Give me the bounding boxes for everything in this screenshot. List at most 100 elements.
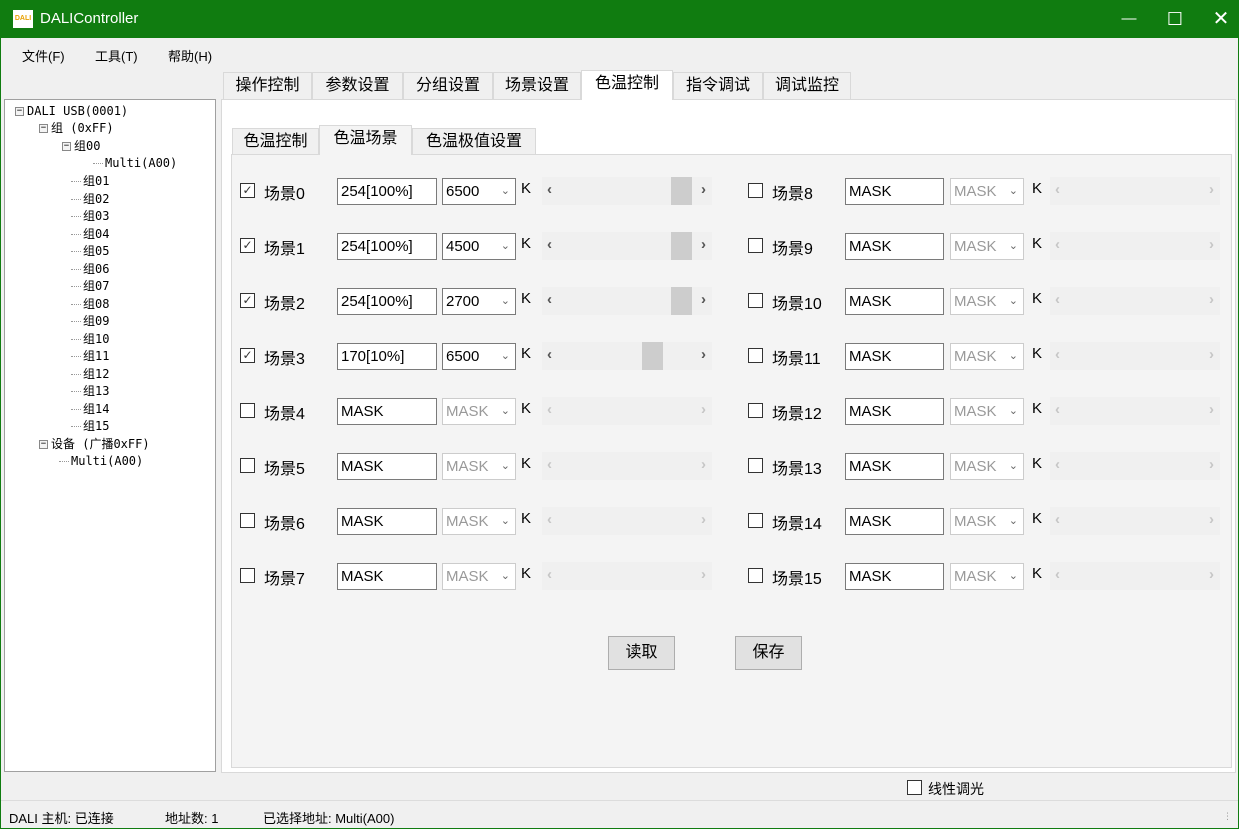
scroll-left-icon[interactable]: ‹ bbox=[547, 456, 552, 473]
scroll-left-icon[interactable]: ‹ bbox=[547, 236, 552, 253]
tab-2[interactable]: 分组设置 bbox=[403, 72, 493, 99]
scene-checkbox[interactable] bbox=[748, 293, 763, 308]
tree-node-group[interactable]: 组15 bbox=[71, 418, 109, 434]
scene-level-input[interactable]: MASK bbox=[337, 453, 437, 480]
chevron-down-icon[interactable]: ⌄ bbox=[1008, 460, 1018, 472]
cct-scrollbar[interactable]: ‹ › bbox=[1050, 287, 1220, 315]
tree-node-group[interactable]: 组08 bbox=[71, 296, 109, 312]
scroll-left-icon[interactable]: ‹ bbox=[547, 401, 552, 418]
chevron-down-icon[interactable]: ⌄ bbox=[1008, 515, 1018, 527]
cct-scrollbar[interactable]: ‹ › bbox=[1050, 452, 1220, 480]
scene-checkbox[interactable] bbox=[748, 348, 763, 363]
scene-level-input[interactable]: MASK bbox=[337, 508, 437, 535]
scroll-left-icon[interactable]: ‹ bbox=[547, 181, 552, 198]
tree-node-group-root[interactable]: − 组 (0xFF) bbox=[39, 120, 114, 136]
tab-6[interactable]: 调试监控 bbox=[763, 72, 851, 99]
sub-tab-1[interactable]: 色温场景 bbox=[319, 125, 412, 155]
scroll-left-icon[interactable]: ‹ bbox=[547, 511, 552, 528]
cct-scrollbar[interactable]: ‹ › bbox=[542, 342, 712, 370]
scene-level-input[interactable]: MASK bbox=[845, 178, 944, 205]
scene-level-input[interactable]: 170[10%] bbox=[337, 343, 437, 370]
scene-checkbox[interactable] bbox=[748, 238, 763, 253]
linear-dimming-checkbox[interactable] bbox=[907, 780, 922, 795]
scroll-left-icon[interactable]: ‹ bbox=[547, 566, 552, 583]
tab-0[interactable]: 操作控制 bbox=[223, 72, 312, 99]
cct-scrollbar[interactable]: ‹ › bbox=[1050, 342, 1220, 370]
minimize-icon[interactable]: — bbox=[1121, 10, 1137, 27]
chevron-down-icon[interactable]: ⌄ bbox=[500, 185, 510, 197]
scene-level-input[interactable]: 254[100%] bbox=[337, 178, 437, 205]
scroll-thumb[interactable] bbox=[671, 232, 693, 260]
cct-select[interactable]: MASK ⌄ bbox=[950, 453, 1024, 480]
cct-select[interactable]: 4500 ⌄ bbox=[442, 233, 516, 260]
scroll-left-icon[interactable]: ‹ bbox=[1055, 236, 1060, 253]
scene-checkbox[interactable]: ✓ bbox=[240, 293, 255, 308]
collapse-icon[interactable]: − bbox=[39, 123, 48, 133]
maximize-icon[interactable]: ☐ bbox=[1166, 9, 1184, 29]
scene-checkbox[interactable] bbox=[240, 568, 255, 583]
tab-5[interactable]: 指令调试 bbox=[673, 72, 763, 99]
cct-scrollbar[interactable]: ‹ › bbox=[542, 177, 712, 205]
resize-grip-icon[interactable]: ⋮ bbox=[1223, 811, 1232, 821]
tree-node-group[interactable]: 组10 bbox=[71, 331, 109, 347]
cct-scrollbar[interactable]: ‹ › bbox=[1050, 232, 1220, 260]
sub-tab-2[interactable]: 色温极值设置 bbox=[412, 128, 536, 154]
sub-tab-0[interactable]: 色温控制 bbox=[232, 128, 319, 154]
scene-level-input[interactable]: MASK bbox=[337, 563, 437, 590]
scene-checkbox[interactable]: ✓ bbox=[240, 238, 255, 253]
save-button[interactable]: 保存 bbox=[735, 636, 802, 670]
scroll-right-icon[interactable]: › bbox=[1209, 291, 1214, 308]
scene-level-input[interactable]: 254[100%] bbox=[337, 288, 437, 315]
scroll-left-icon[interactable]: ‹ bbox=[1055, 456, 1060, 473]
scroll-thumb[interactable] bbox=[671, 177, 693, 205]
cct-scrollbar[interactable]: ‹ › bbox=[1050, 507, 1220, 535]
tree-node-group[interactable]: 组14 bbox=[71, 401, 109, 417]
collapse-icon[interactable]: − bbox=[15, 106, 24, 116]
scene-checkbox[interactable] bbox=[748, 183, 763, 198]
scene-level-input[interactable]: 254[100%] bbox=[337, 233, 437, 260]
scroll-right-icon[interactable]: › bbox=[1209, 346, 1214, 363]
tree-node-group[interactable]: 组01 bbox=[71, 173, 109, 189]
tree-node-group[interactable]: 组13 bbox=[71, 383, 109, 399]
chevron-down-icon[interactable]: ⌄ bbox=[500, 405, 510, 417]
chevron-down-icon[interactable]: ⌄ bbox=[500, 240, 510, 252]
scene-level-input[interactable]: MASK bbox=[337, 398, 437, 425]
tree-node-device[interactable]: Multi(A00) bbox=[93, 155, 177, 171]
scene-level-input[interactable]: MASK bbox=[845, 233, 944, 260]
cct-scrollbar[interactable]: ‹ › bbox=[1050, 397, 1220, 425]
scroll-right-icon[interactable]: › bbox=[701, 291, 706, 308]
scroll-left-icon[interactable]: ‹ bbox=[1055, 566, 1060, 583]
scene-level-input[interactable]: MASK bbox=[845, 288, 944, 315]
scroll-right-icon[interactable]: › bbox=[701, 456, 706, 473]
scene-level-input[interactable]: MASK bbox=[845, 343, 944, 370]
chevron-down-icon[interactable]: ⌄ bbox=[1008, 240, 1018, 252]
cct-select[interactable]: MASK ⌄ bbox=[442, 453, 516, 480]
scene-checkbox[interactable] bbox=[240, 403, 255, 418]
chevron-down-icon[interactable]: ⌄ bbox=[500, 295, 510, 307]
scroll-right-icon[interactable]: › bbox=[1209, 236, 1214, 253]
chevron-down-icon[interactable]: ⌄ bbox=[500, 350, 510, 362]
scene-checkbox[interactable] bbox=[240, 513, 255, 528]
tree-node-group[interactable]: 组07 bbox=[71, 278, 109, 294]
tree-node-group[interactable]: 组02 bbox=[71, 191, 109, 207]
chevron-down-icon[interactable]: ⌄ bbox=[1008, 295, 1018, 307]
cct-select[interactable]: MASK ⌄ bbox=[950, 233, 1024, 260]
scene-checkbox[interactable] bbox=[240, 458, 255, 473]
cct-select[interactable]: 6500 ⌄ bbox=[442, 178, 516, 205]
menu-help[interactable]: 帮助(H) bbox=[168, 49, 213, 64]
scene-checkbox[interactable] bbox=[748, 513, 763, 528]
cct-select[interactable]: MASK ⌄ bbox=[442, 398, 516, 425]
cct-select[interactable]: MASK ⌄ bbox=[950, 343, 1024, 370]
chevron-down-icon[interactable]: ⌄ bbox=[1008, 350, 1018, 362]
cct-scrollbar[interactable]: ‹ › bbox=[542, 232, 712, 260]
scene-checkbox[interactable] bbox=[748, 403, 763, 418]
scene-level-input[interactable]: MASK bbox=[845, 453, 944, 480]
scroll-right-icon[interactable]: › bbox=[1209, 181, 1214, 198]
scroll-left-icon[interactable]: ‹ bbox=[1055, 181, 1060, 198]
tree-node-group[interactable]: 组12 bbox=[71, 366, 109, 382]
tree-node-group[interactable]: 组11 bbox=[71, 348, 109, 364]
cct-scrollbar[interactable]: ‹ › bbox=[542, 452, 712, 480]
collapse-icon[interactable]: − bbox=[62, 141, 71, 151]
cct-select[interactable]: MASK ⌄ bbox=[950, 563, 1024, 590]
scroll-right-icon[interactable]: › bbox=[701, 236, 706, 253]
